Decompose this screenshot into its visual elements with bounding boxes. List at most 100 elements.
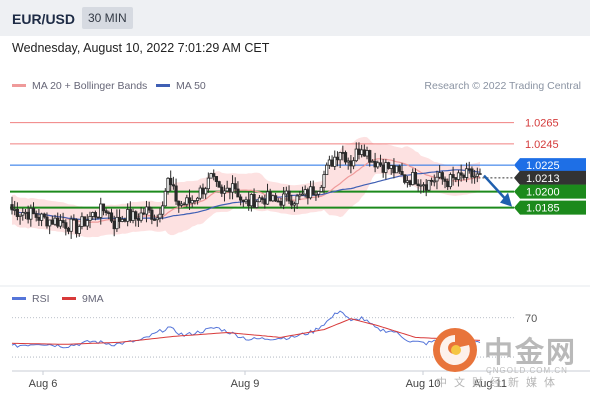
candle-body bbox=[290, 200, 294, 206]
candle-body bbox=[74, 219, 79, 234]
level-label-1.0200: 1.0200 bbox=[526, 187, 560, 199]
candle bbox=[290, 194, 294, 210]
candle-body bbox=[31, 207, 36, 215]
candle-body bbox=[300, 193, 305, 196]
candle-body bbox=[117, 216, 122, 222]
candle bbox=[413, 168, 418, 185]
candle-body bbox=[225, 187, 229, 192]
candle bbox=[432, 174, 436, 187]
candle-body bbox=[408, 180, 412, 186]
candle bbox=[427, 179, 431, 192]
candle bbox=[252, 188, 256, 208]
level-tag-1.0185 bbox=[514, 200, 586, 215]
candle bbox=[440, 171, 444, 185]
candle-body bbox=[152, 218, 157, 221]
candle-body bbox=[120, 218, 124, 222]
candle-body bbox=[209, 173, 213, 179]
candle-body bbox=[325, 164, 329, 176]
level-tag-1.0200 bbox=[514, 184, 586, 199]
candle-body bbox=[155, 217, 159, 221]
candle-body bbox=[470, 168, 474, 178]
candle-body bbox=[357, 148, 361, 155]
legend-ma50-label: MA 50 bbox=[176, 80, 206, 92]
candle bbox=[295, 193, 299, 209]
candle-body bbox=[306, 189, 310, 199]
candle-body bbox=[187, 197, 192, 204]
candle bbox=[475, 167, 479, 183]
candle bbox=[448, 172, 453, 190]
candle-body bbox=[268, 191, 272, 202]
candle-body bbox=[282, 193, 286, 206]
candle bbox=[174, 178, 178, 205]
candle-body bbox=[185, 197, 189, 205]
candle-body bbox=[464, 168, 469, 178]
candle-body bbox=[292, 203, 297, 206]
x-tick-label: Aug 10 bbox=[406, 378, 441, 390]
candle-body bbox=[351, 160, 356, 167]
candle bbox=[330, 155, 334, 167]
candle-body bbox=[338, 152, 342, 161]
level-tag-1.0225 bbox=[514, 158, 586, 173]
candle bbox=[42, 212, 46, 219]
candle bbox=[249, 193, 253, 212]
instrument-symbol[interactable]: EUR/USD bbox=[12, 11, 76, 27]
candle-body bbox=[217, 181, 221, 188]
legend-9ma: 9MA bbox=[62, 293, 104, 305]
candle-body bbox=[456, 172, 461, 180]
candle-body bbox=[37, 217, 41, 221]
candle-body bbox=[126, 209, 130, 222]
candle-body bbox=[239, 196, 243, 201]
candle-body bbox=[298, 194, 302, 197]
candle bbox=[77, 224, 81, 237]
candle-body bbox=[15, 208, 19, 217]
candle-body bbox=[314, 193, 318, 196]
candle bbox=[464, 162, 469, 183]
candle-body bbox=[101, 203, 106, 212]
ma50-swatch bbox=[156, 83, 170, 87]
candle bbox=[255, 199, 259, 209]
candle-body bbox=[169, 177, 173, 186]
candle-body bbox=[88, 216, 92, 221]
candle bbox=[206, 172, 210, 193]
candle bbox=[69, 215, 73, 239]
candle bbox=[333, 150, 337, 171]
candle bbox=[273, 192, 278, 202]
candle-body bbox=[220, 186, 224, 194]
candle-body bbox=[241, 199, 245, 203]
rsi-level-label: 70 bbox=[525, 313, 537, 325]
candle-body bbox=[319, 186, 323, 192]
candle bbox=[233, 177, 237, 194]
candle bbox=[473, 169, 477, 184]
candle-body bbox=[99, 203, 103, 218]
candle bbox=[470, 166, 474, 184]
watermark-sub: 中文财经新媒体 bbox=[436, 377, 562, 389]
candle bbox=[343, 150, 348, 165]
candle-body bbox=[39, 213, 44, 221]
candle-body bbox=[443, 178, 447, 182]
candle bbox=[478, 168, 482, 175]
forecast-arrow bbox=[483, 174, 512, 207]
candle-body bbox=[204, 188, 208, 195]
candle-body bbox=[61, 220, 65, 224]
legend-ma50: MA 50 bbox=[156, 80, 206, 92]
candle-body bbox=[365, 150, 369, 157]
candle-body bbox=[158, 213, 162, 219]
candle-body bbox=[131, 211, 135, 221]
candle-body bbox=[147, 206, 151, 211]
candle-body bbox=[311, 186, 315, 195]
candle bbox=[322, 170, 326, 194]
candle-body bbox=[271, 195, 275, 202]
arrow-shaft bbox=[483, 174, 507, 201]
candlesticks bbox=[10, 142, 482, 239]
candle-body bbox=[308, 186, 313, 199]
candle-body bbox=[91, 212, 95, 217]
candle bbox=[300, 186, 305, 196]
candle-body bbox=[128, 209, 132, 221]
candle-body bbox=[448, 174, 453, 188]
candle bbox=[287, 185, 291, 205]
candle bbox=[384, 159, 388, 180]
legend-rsi: RSI bbox=[12, 293, 50, 305]
timeframe-button[interactable]: 30 MIN bbox=[82, 7, 133, 29]
level-label-1.0245: 1.0245 bbox=[525, 139, 559, 151]
